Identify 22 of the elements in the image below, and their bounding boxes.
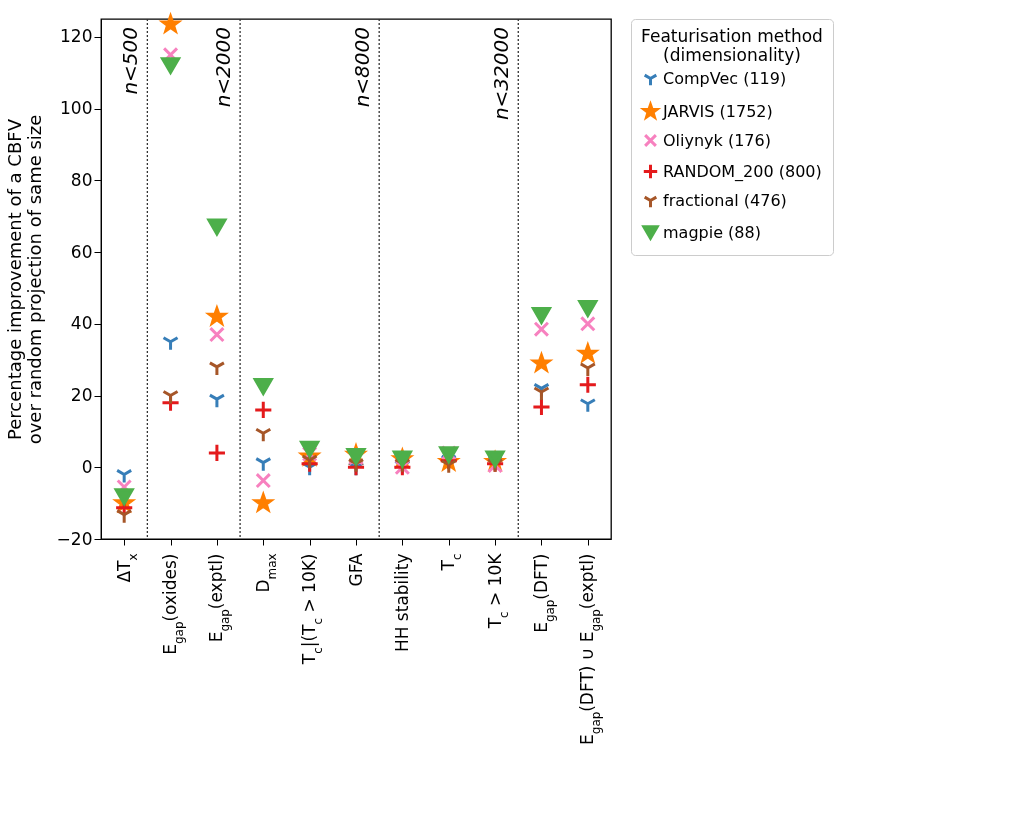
- legend-label: fractional (476): [663, 190, 787, 210]
- annotation: n<8000: [350, 27, 375, 108]
- x-tick-label: HH stability: [391, 553, 412, 653]
- annotation: n<2000: [211, 27, 236, 108]
- y-tick-label: 20: [70, 385, 93, 406]
- y-tick-label: 80: [70, 169, 93, 190]
- legend-label: Oliynyk (176): [663, 130, 771, 150]
- legend-label: RANDOM_200 (800): [663, 161, 822, 182]
- y-tick-label: 120: [60, 26, 93, 47]
- x-tick-label: GFA: [345, 553, 366, 587]
- y-tick-label: 100: [60, 98, 93, 119]
- annotation: n<500: [118, 27, 143, 95]
- y-tick-label: 0: [81, 456, 93, 477]
- legend-label: CompVec (119): [663, 68, 787, 88]
- legend-title: Featurisation method (dimensionality): [641, 26, 823, 65]
- annotation: n<32000: [489, 27, 514, 121]
- y-tick-label: 60: [70, 241, 93, 262]
- y-tick-label: −20: [56, 528, 93, 549]
- legend-label: magpie (88): [663, 222, 761, 242]
- legend-label: JARVIS (1752): [662, 101, 773, 121]
- y-axis-title: Percentage improvement of a CBFV over random projection of same size: [3, 114, 45, 445]
- y-tick-label: 40: [70, 313, 93, 334]
